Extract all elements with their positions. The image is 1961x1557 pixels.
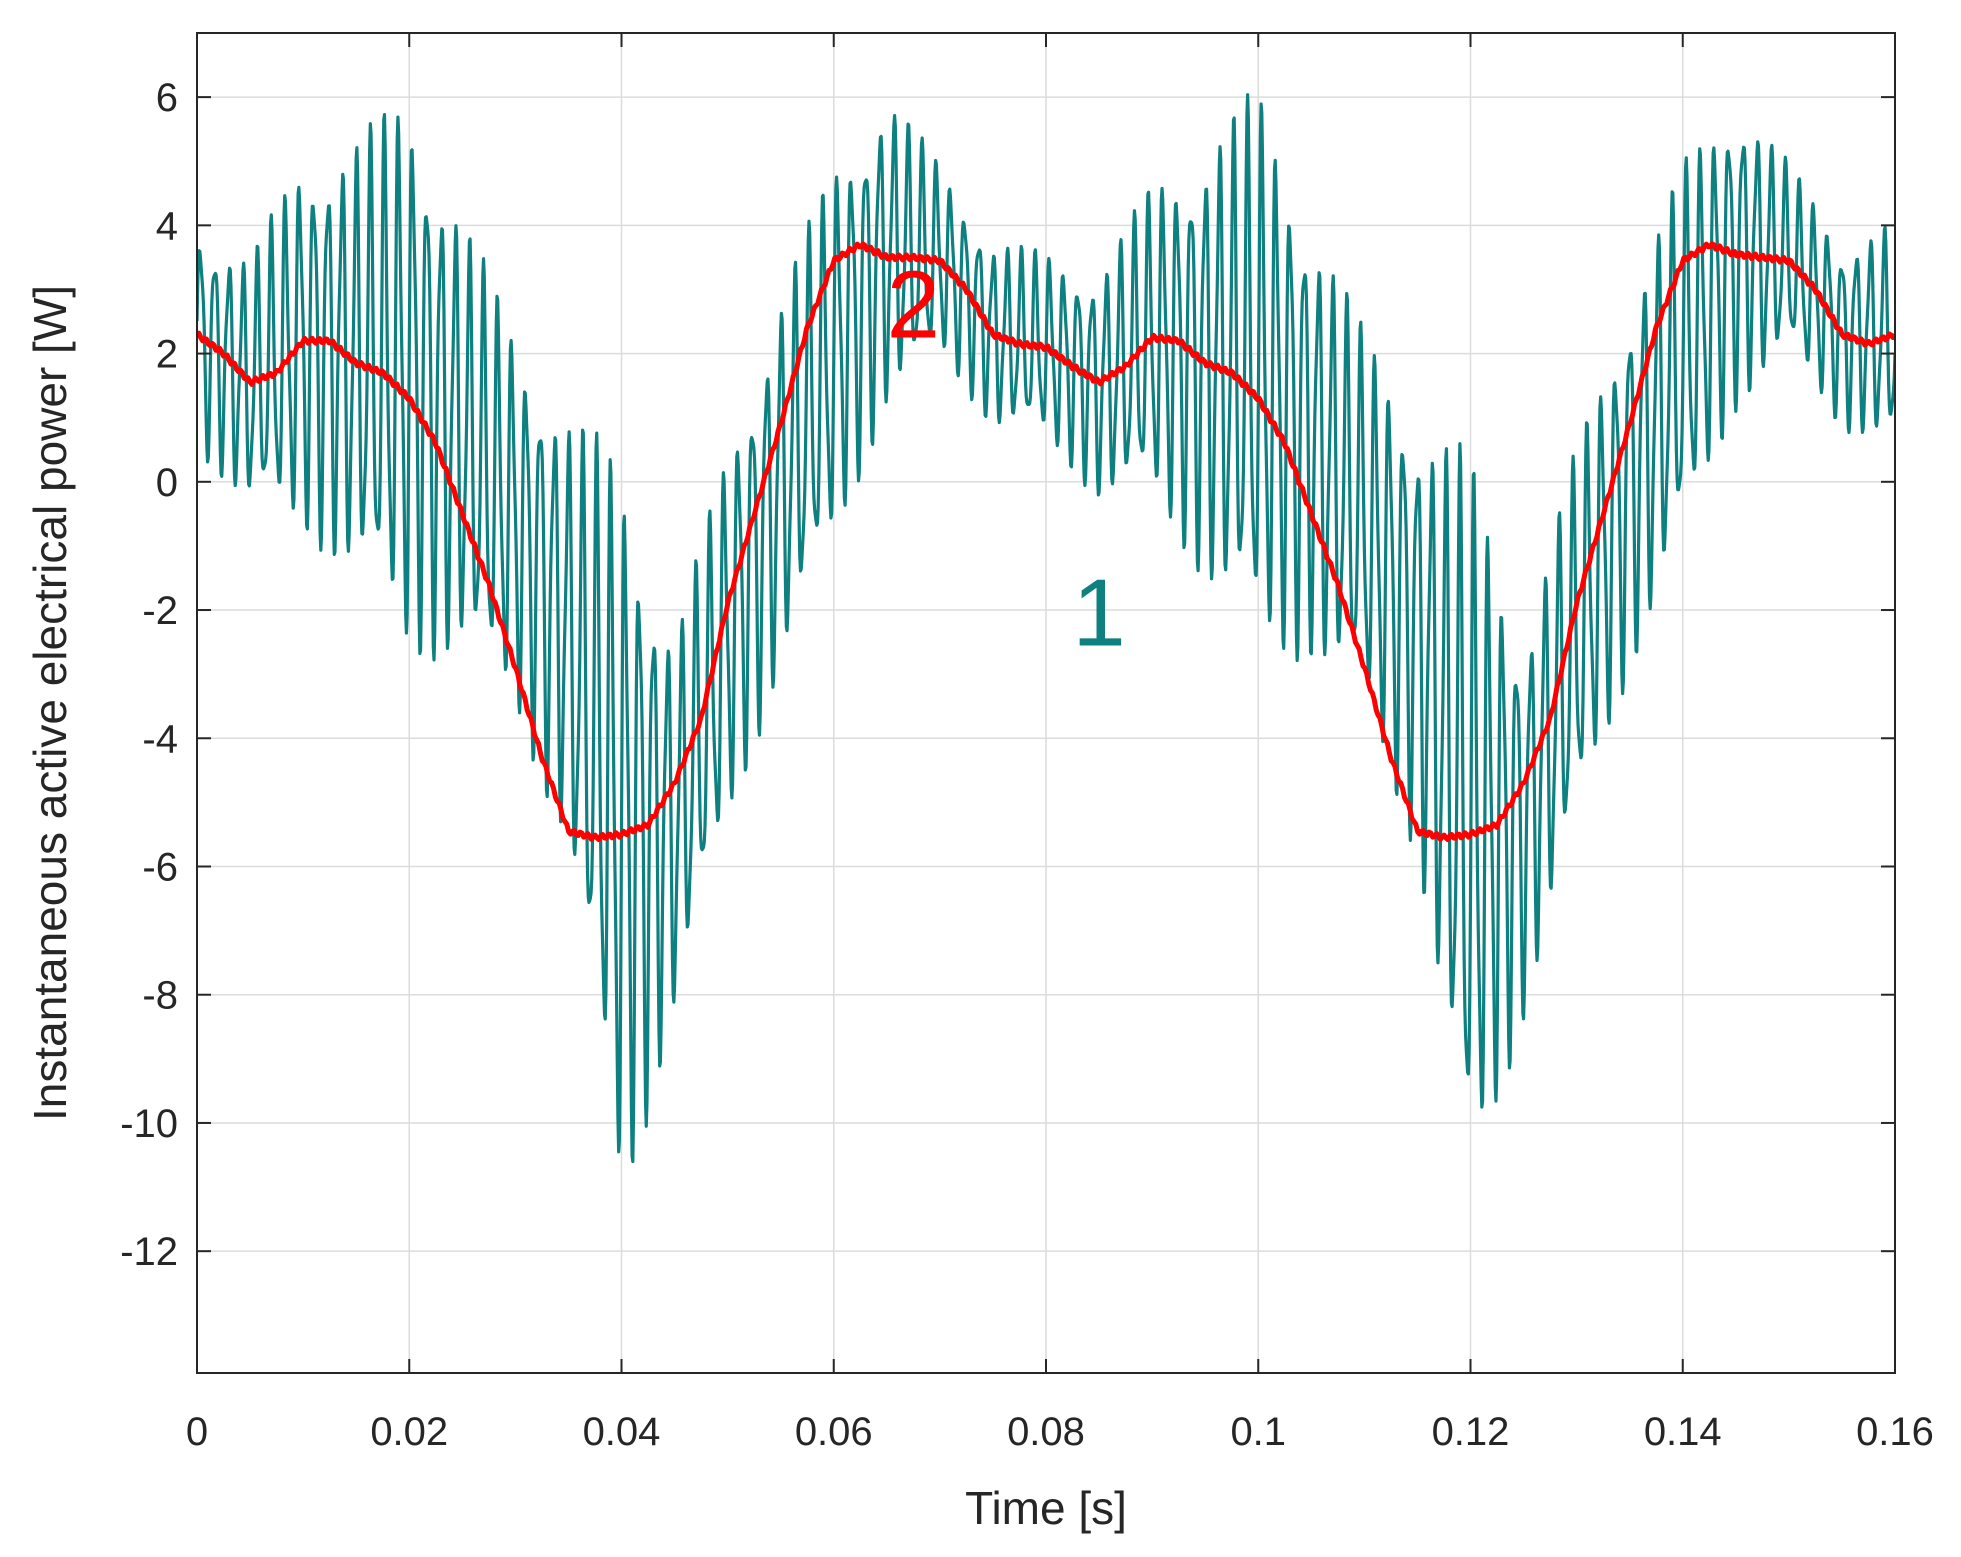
series-labels: 12 (887, 252, 1126, 667)
series-1-label: 1 (1072, 559, 1125, 666)
x-tick-labels: 0 0.02 0.04 0.06 0.08 0.1 0.12 0.14 0.16 (186, 1410, 1934, 1454)
y-tick-label: 2 (156, 333, 178, 377)
x-tick-label: 0.16 (1856, 1410, 1934, 1454)
series-2-label: 2 (887, 252, 940, 359)
x-tick-label: 0.02 (370, 1410, 448, 1454)
x-tick-label: 0.14 (1644, 1410, 1722, 1454)
x-axis-title: Time [s] (965, 1482, 1127, 1534)
x-tick-label: 0.1 (1230, 1410, 1286, 1454)
x-tick-label: 0.08 (1007, 1410, 1085, 1454)
y-tick-labels: 6 4 2 0 -2 -4 -6 -8 -10 -12 (120, 76, 178, 1274)
y-tick-label: 0 (156, 461, 178, 505)
x-tick-label: 0 (186, 1410, 208, 1454)
y-tick-label: -10 (120, 1102, 178, 1146)
y-tick-label: -12 (120, 1230, 178, 1274)
series-1-line (197, 93, 1895, 1164)
series-2-line (197, 241, 1895, 843)
series-layer (197, 93, 1895, 1164)
x-tick-label: 0.12 (1432, 1410, 1510, 1454)
x-tick-label: 0.04 (583, 1410, 661, 1454)
y-tick-label: 6 (156, 76, 178, 120)
y-tick-label: 4 (156, 204, 178, 248)
axis-ticks (196, 33, 1896, 1373)
y-tick-label: -8 (142, 974, 178, 1018)
y-tick-label: -4 (142, 717, 178, 761)
y-tick-label: -2 (142, 589, 178, 633)
y-tick-label: -6 (142, 845, 178, 889)
y-axis-title: Instantaneous active electrical power [W… (24, 285, 76, 1121)
x-tick-label: 0.06 (795, 1410, 873, 1454)
